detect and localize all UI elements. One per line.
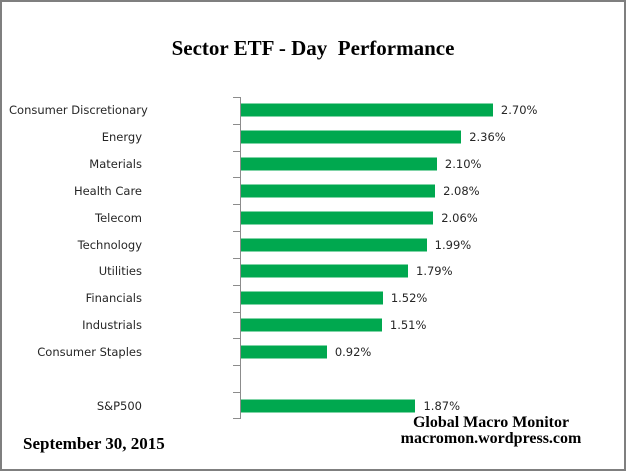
category-label: S&P500: [96, 398, 142, 413]
category-label: Industrials: [82, 318, 142, 333]
chart-row: Financials 1.52%: [2, 285, 624, 312]
category-label: Utilities: [98, 264, 142, 279]
bar: [241, 238, 427, 252]
bar: [241, 399, 416, 413]
credit-block: Global Macro Monitor macromon.wordpress.…: [379, 415, 603, 446]
chart-row: Technology 1.99%: [2, 231, 624, 258]
chart-title: Sector ETF - Day Performance: [171, 36, 455, 60]
axis-tick: [233, 417, 241, 419]
category-label: Financials: [85, 291, 142, 306]
bar: [241, 291, 383, 305]
chart-row: Materials 2.10%: [2, 151, 624, 178]
axis-tick: [233, 338, 241, 340]
value-label: 2.10%: [444, 157, 482, 172]
axis-tick: [233, 365, 241, 367]
credit-source-label: Global Macro Monitor: [412, 414, 570, 431]
chart-row: Energy 2.36%: [2, 124, 624, 151]
chart-row: [2, 365, 624, 392]
value-label: 2.36%: [469, 130, 506, 145]
axis-tick: [233, 311, 241, 313]
credit-url-label: macromon.wordpress.com: [400, 429, 582, 447]
chart-row: Consumer Discretionary 2.70%: [2, 97, 624, 124]
bar: [241, 130, 462, 144]
category-label: Consumer Discretionary: [9, 103, 148, 118]
axis-tick: [233, 284, 241, 286]
bar: [241, 264, 408, 278]
axis-tick: [233, 392, 241, 394]
value-label: 2.08%: [443, 183, 480, 198]
axis-tick: [233, 150, 241, 152]
category-label: Consumer Staples: [37, 344, 142, 359]
date-label: September 30, 2015: [23, 434, 165, 453]
category-label: Health Care: [73, 183, 142, 198]
bar: [241, 184, 436, 198]
axis-tick: [233, 204, 241, 206]
chart-row: Telecom 2.06%: [2, 204, 624, 231]
bar: [241, 318, 382, 332]
value-label: 2.06%: [441, 210, 478, 225]
value-label: 1.52%: [390, 291, 428, 306]
category-label: Technology: [77, 237, 142, 252]
bar: [241, 211, 434, 225]
bar: [241, 157, 437, 171]
value-label: 1.99%: [434, 237, 472, 252]
value-label: 1.79%: [416, 264, 453, 279]
bar: [241, 103, 493, 117]
plot-area: Consumer Discretionary 2.70% Energy 2.36% Ma…: [2, 97, 624, 419]
value-label: 1.87%: [423, 398, 461, 413]
axis-tick: [233, 231, 241, 233]
category-label: Telecom: [95, 210, 142, 225]
bar: [241, 345, 327, 359]
chart-row: Utilities 1.79%: [2, 258, 624, 285]
axis-tick: [233, 97, 241, 98]
axis-tick: [233, 123, 241, 125]
value-label: 2.70%: [500, 103, 538, 118]
axis-tick: [233, 177, 241, 179]
chart-row: Health Care 2.08%: [2, 177, 624, 204]
chart-row: Industrials 1.51%: [2, 312, 624, 339]
category-label: Materials: [89, 157, 142, 172]
value-label: 0.92%: [334, 344, 372, 359]
axis-tick: [233, 257, 241, 259]
value-label: 1.51%: [389, 318, 427, 333]
category-label: Energy: [101, 130, 142, 145]
chart-row: S&P500 1.87%: [2, 392, 624, 419]
chart-row: Consumer Staples 0.92%: [2, 338, 624, 365]
